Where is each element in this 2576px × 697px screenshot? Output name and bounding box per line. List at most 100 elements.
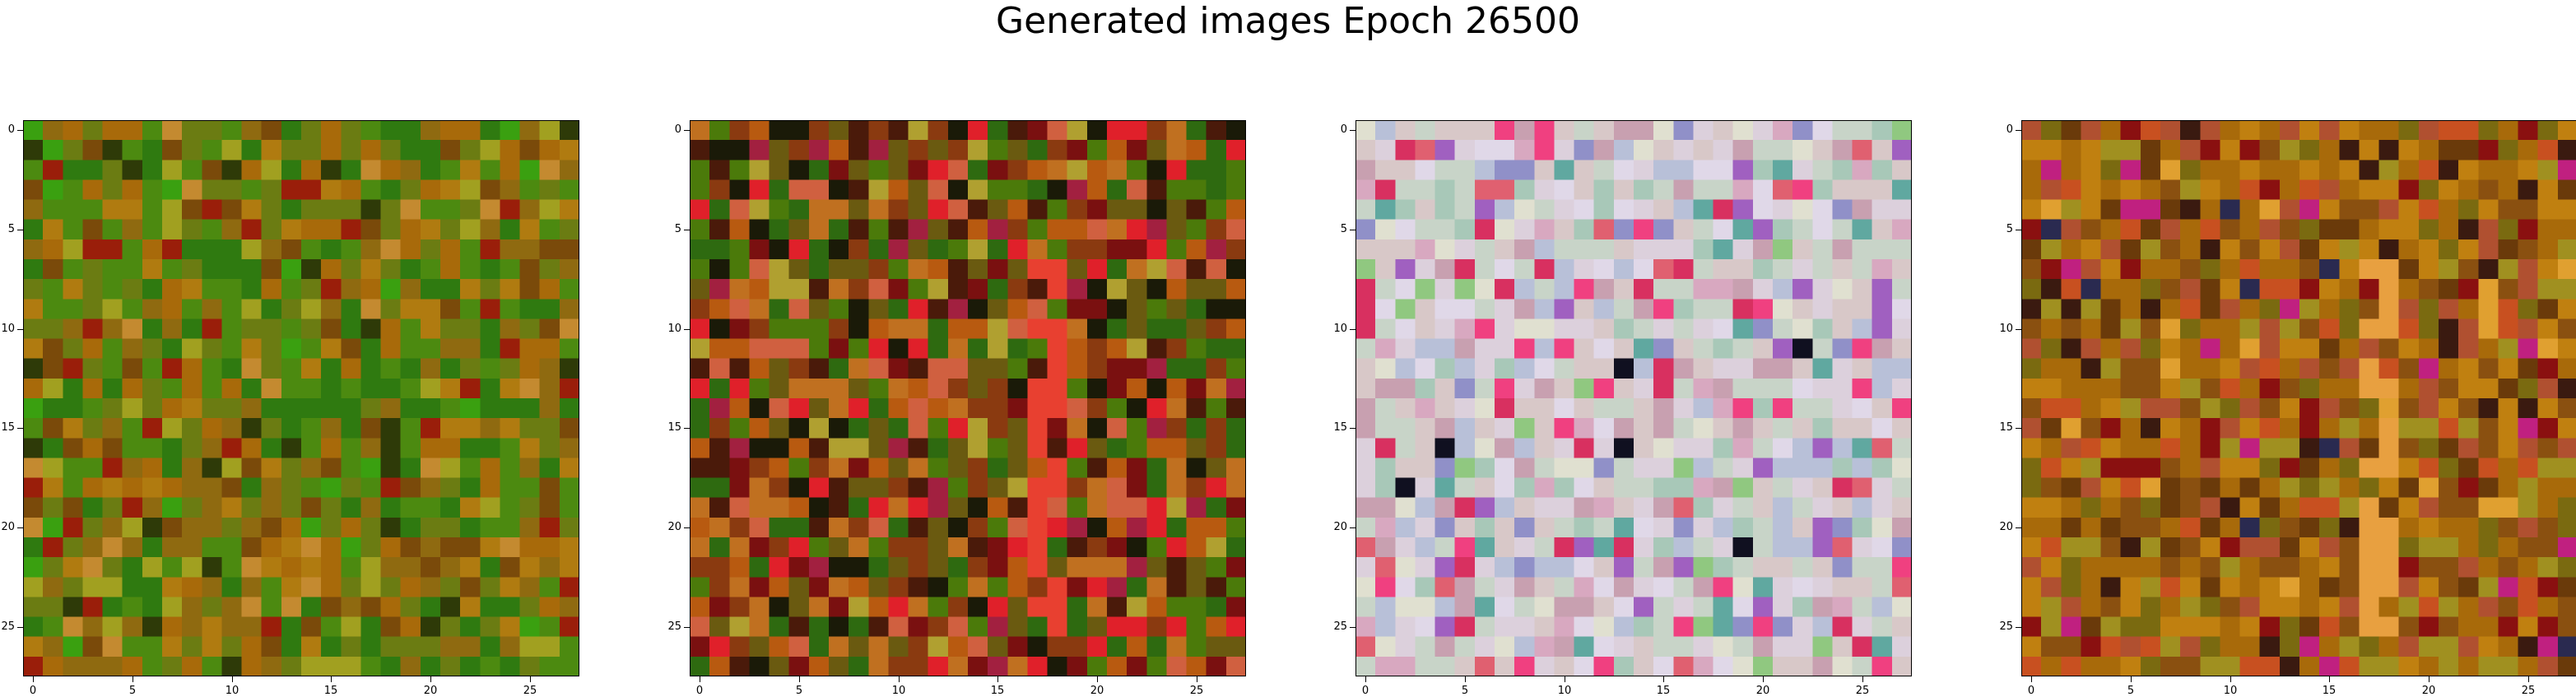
y-tick — [2016, 329, 2021, 330]
x-tick-label: 25 — [1855, 685, 1870, 697]
x-tick — [331, 676, 332, 682]
y-tick-label: 0 — [7, 123, 15, 136]
x-tick-label: 10 — [891, 685, 906, 697]
y-tick — [1350, 428, 1355, 429]
x-tick — [2329, 676, 2330, 682]
y-tick-label: 0 — [1340, 123, 1347, 136]
pixel-image — [690, 120, 1246, 676]
x-tick — [799, 676, 800, 682]
x-tick-label: 25 — [523, 685, 537, 697]
x-tick — [2528, 676, 2529, 682]
y-tick-label: 25 — [667, 620, 681, 633]
y-tick-label: 5 — [1340, 223, 1347, 235]
axes-frame — [1355, 120, 1912, 676]
y-tick — [684, 428, 690, 429]
y-tick — [684, 329, 690, 330]
y-tick-label: 15 — [667, 421, 681, 434]
y-tick — [17, 527, 23, 528]
x-tick — [530, 676, 531, 682]
y-tick — [1350, 329, 1355, 330]
x-tick-label: 15 — [2322, 685, 2337, 697]
x-tick — [1763, 676, 1764, 682]
y-tick-label: 20 — [1333, 521, 1347, 533]
pixel-image — [23, 120, 579, 676]
x-tick — [2230, 676, 2231, 682]
axes-frame — [23, 120, 579, 676]
x-tick — [2031, 676, 2032, 682]
x-tick — [2131, 676, 2132, 682]
generated-image-panel-4: 0 0 5 5 10 10 15 15 20 20 25 25 — [1999, 120, 2576, 697]
y-tick-label: 25 — [1, 620, 15, 633]
x-tick — [1862, 676, 1863, 682]
y-tick — [17, 428, 23, 429]
x-tick — [1097, 676, 1098, 682]
y-tick — [17, 329, 23, 330]
y-tick-label: 10 — [1333, 323, 1347, 335]
x-tick-label: 5 — [795, 685, 803, 697]
x-tick-label: 5 — [2127, 685, 2135, 697]
y-tick-label: 0 — [2006, 123, 2013, 136]
x-tick-label: 5 — [1461, 685, 1469, 697]
x-tick — [33, 676, 34, 682]
y-tick — [1350, 527, 1355, 528]
y-tick — [1350, 130, 1355, 131]
y-tick-label: 15 — [1333, 421, 1347, 434]
y-tick-label: 20 — [667, 521, 681, 533]
x-tick — [2429, 676, 2430, 682]
x-tick — [232, 676, 233, 682]
y-tick-label: 15 — [1, 421, 15, 434]
x-tick-label: 25 — [2521, 685, 2536, 697]
x-tick-label: 20 — [1755, 685, 1770, 697]
x-tick-label: 0 — [2027, 685, 2035, 697]
y-tick — [2016, 130, 2021, 131]
y-tick — [2016, 627, 2021, 628]
y-tick-label: 10 — [667, 323, 681, 335]
pixel-image — [1355, 120, 1912, 676]
y-tick-label: 15 — [1999, 421, 2013, 434]
y-tick-label: 5 — [2006, 223, 2013, 235]
x-tick-label: 10 — [225, 685, 239, 697]
x-tick-label: 10 — [2223, 685, 2238, 697]
generated-image-panel-2: 0 0 5 5 10 10 15 15 20 20 25 25 — [667, 120, 1246, 697]
x-tick — [1663, 676, 1664, 682]
y-tick — [1350, 627, 1355, 628]
y-tick-label: 20 — [1999, 521, 2013, 533]
y-tick-label: 25 — [1999, 620, 2013, 633]
y-tick — [17, 627, 23, 628]
axes-frame — [690, 120, 1246, 676]
x-tick — [1465, 676, 1466, 682]
x-tick-label: 15 — [990, 685, 1005, 697]
y-tick — [2016, 527, 2021, 528]
y-tick-label: 10 — [1, 323, 15, 335]
generated-image-panel-3: 0 0 5 5 10 10 15 15 20 20 25 25 — [1333, 120, 1912, 697]
x-tick-label: 0 — [695, 685, 704, 697]
x-tick-label: 10 — [1557, 685, 1572, 697]
generated-image-panel-1: 0 0 5 5 10 10 15 15 20 20 25 25 — [1, 120, 579, 697]
pixel-image — [2021, 120, 2576, 676]
x-tick-label: 20 — [1090, 685, 1104, 697]
x-tick-label: 20 — [423, 685, 438, 697]
axes-frame — [2021, 120, 2576, 676]
y-tick-label: 10 — [1999, 323, 2013, 335]
x-tick-label: 15 — [1656, 685, 1671, 697]
y-tick-label: 5 — [7, 223, 15, 235]
x-tick — [997, 676, 998, 682]
x-tick — [430, 676, 431, 682]
y-tick-label: 0 — [674, 123, 681, 136]
x-tick-label: 0 — [29, 685, 37, 697]
x-tick — [1365, 676, 1366, 682]
x-tick-label: 0 — [1361, 685, 1369, 697]
figure-title: Generated images Epoch 26500 — [995, 0, 1581, 42]
x-tick-label: 15 — [323, 685, 338, 697]
y-tick — [17, 130, 23, 131]
x-tick-label: 20 — [2421, 685, 2436, 697]
x-tick-label: 25 — [1189, 685, 1204, 697]
x-tick-label: 5 — [128, 685, 137, 697]
y-tick — [684, 527, 690, 528]
y-tick — [684, 627, 690, 628]
y-tick — [2016, 428, 2021, 429]
x-tick — [899, 676, 900, 682]
y-tick-label: 25 — [1333, 620, 1347, 633]
y-tick-label: 20 — [1, 521, 15, 533]
y-tick-label: 5 — [674, 223, 681, 235]
